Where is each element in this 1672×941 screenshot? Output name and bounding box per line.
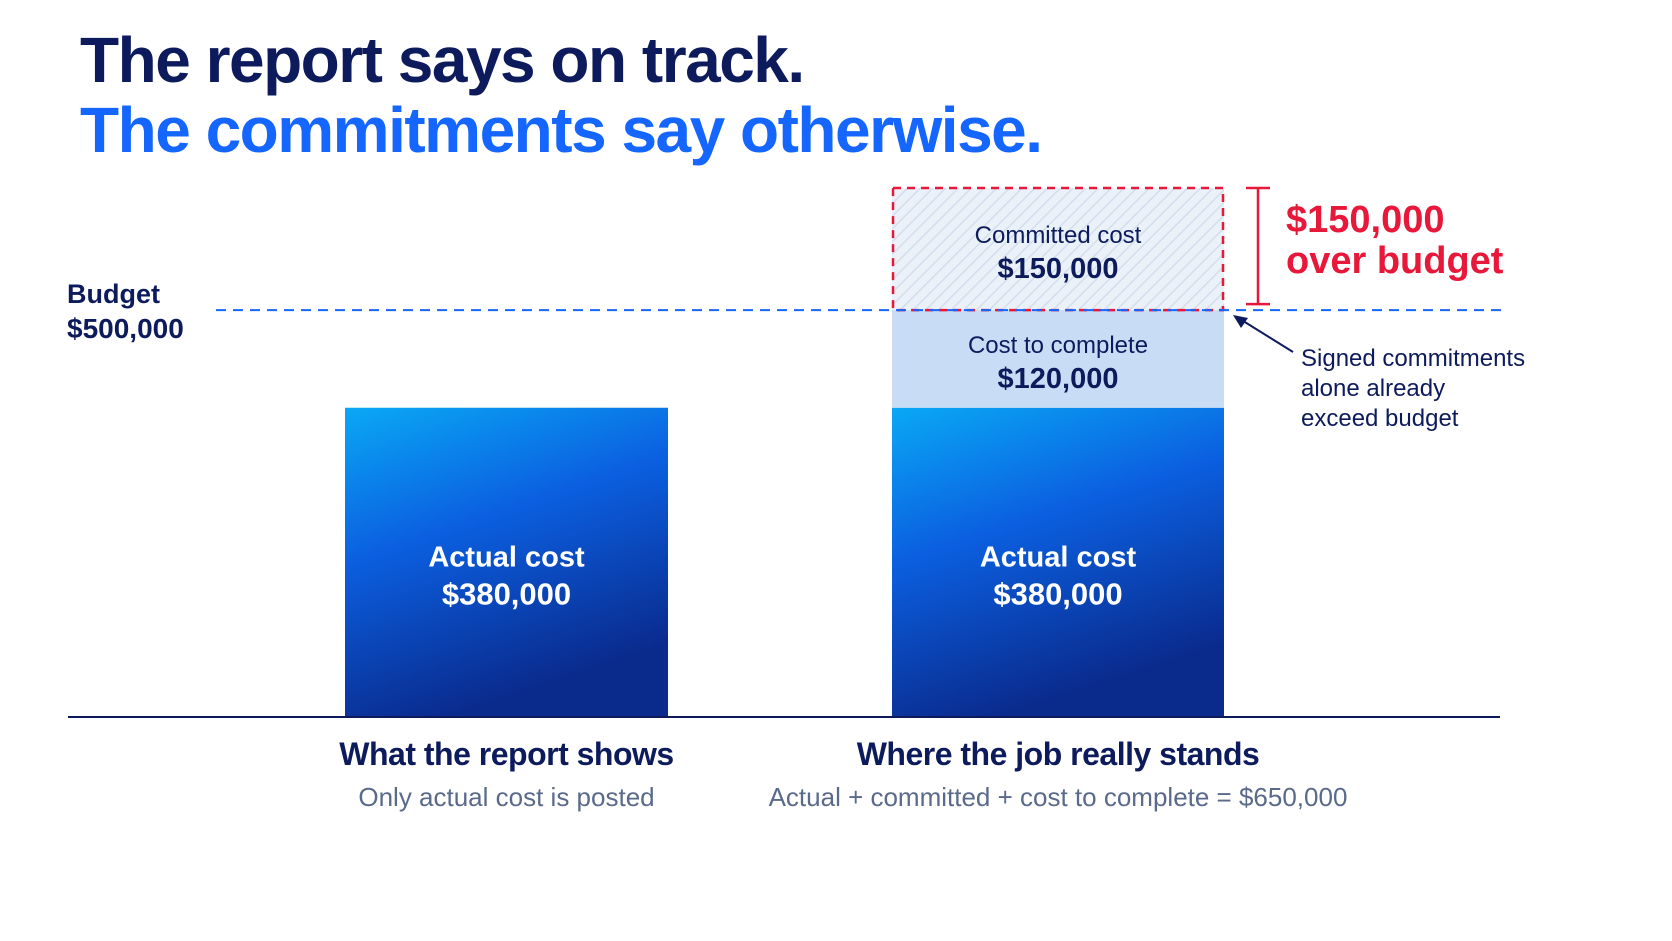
- category-title-1: What the report shows: [339, 736, 673, 772]
- segment-label-name: Cost to complete: [968, 332, 1148, 359]
- bar-label-name: Actual cost: [980, 541, 1137, 573]
- headline-primary: The report says on track.: [80, 24, 805, 96]
- bar-label-value: $380,000: [442, 576, 571, 611]
- bar-actual-cost-1: [345, 407, 668, 717]
- budget-label: Budget: [67, 279, 160, 309]
- segment-label-name: Committed cost: [975, 222, 1142, 249]
- bar-actual-cost-2: [892, 407, 1224, 717]
- headline-secondary: The commitments say otherwise.: [80, 94, 1043, 166]
- segment-label-value: $150,000: [998, 253, 1119, 285]
- category-title-2: Where the job really stands: [857, 736, 1260, 772]
- bar-label-value: $380,000: [993, 576, 1122, 611]
- bar-cost-to-complete-2: [892, 310, 1224, 408]
- callout-text-line-1: Signed commitments: [1301, 345, 1525, 372]
- callout-text-line-2: alone already: [1301, 375, 1445, 402]
- over-budget-text: over budget: [1286, 240, 1504, 282]
- callout-arrow-head: [1233, 315, 1248, 328]
- category-subtitle-1: Only actual cost is posted: [358, 782, 654, 812]
- over-budget-amount: $150,000: [1286, 199, 1445, 241]
- callout-arrow-line: [1239, 318, 1294, 353]
- category-subtitle-2: Actual + committed + cost to complete = …: [769, 782, 1348, 812]
- segment-label-value: $120,000: [998, 363, 1119, 395]
- budget-value-label: $500,000: [67, 313, 184, 344]
- callout-text-line-3: exceed budget: [1301, 405, 1459, 432]
- bar-label-name: Actual cost: [428, 541, 585, 573]
- bar-committed-cost-2: [892, 188, 1224, 311]
